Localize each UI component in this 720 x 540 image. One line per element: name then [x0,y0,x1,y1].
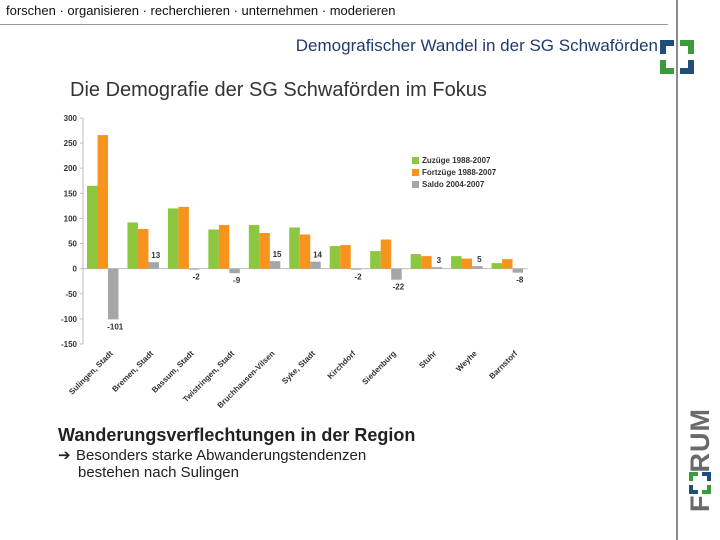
bar-fortzuege [137,228,149,269]
bar-fortzuege [340,245,351,269]
bar-saldo [188,268,200,270]
legend-swatch [412,157,419,164]
bar-zuzuege [248,224,260,269]
forum-logo-o-icon [689,472,711,495]
bar-fortzuege [461,258,473,269]
category-label: Syke, Stadt [280,349,317,386]
bar-fortzuege [299,234,311,269]
forum-logo-icon [660,40,694,74]
y-tick-label: 0 [73,265,78,274]
vertical-divider [676,0,678,540]
y-tick-label: 100 [64,214,78,223]
y-tick-label: 50 [68,240,77,249]
bar-zuzuege [87,185,98,269]
saldo-data-label: 3 [437,256,442,265]
slide-subtitle: Demografischer Wandel in der SG Schwaför… [295,36,658,55]
y-tick-label: 200 [64,164,78,173]
bar-saldo [148,262,159,269]
bar-saldo [310,261,321,269]
saldo-data-label: -22 [393,283,405,292]
bar-zuzuege [127,222,138,269]
bar-zuzuege [289,227,300,269]
saldo-data-label: -9 [233,276,241,285]
legend-label: Fortzüge 1988-2007 [422,168,497,177]
header-divider [0,24,668,25]
bar-saldo [472,266,483,269]
bar-zuzuege [208,229,219,269]
forum-logo-text-start: F [685,494,715,513]
forum-logo: F RUM [683,400,717,512]
category-label: Siedenburg [360,349,398,387]
bar-zuzuege [167,208,179,269]
legend-label: Saldo 2004-2007 [422,180,485,189]
bar-zuzuege [491,263,503,269]
bar-fortzuege [421,256,432,269]
bar-fortzuege [502,259,513,269]
bar-zuzuege [329,246,341,269]
header-tagline: forschen · organisieren · recherchieren … [6,3,396,18]
arrow-right-icon: ➔ [58,447,71,464]
bullet-text-line1: Besonders starke Abwanderungstendenzen [76,447,367,464]
saldo-data-label: -101 [107,322,124,331]
bullet-text-line2: bestehen nach Sulingen [78,464,239,481]
saldo-data-label: -8 [516,276,524,285]
y-tick-label: -100 [61,315,78,324]
bar-saldo [229,268,240,274]
legend-label: Zuzüge 1988-2007 [422,156,491,165]
category-label: Barnstorf [487,349,519,381]
slide-title: Die Demografie der SG Schwaförden im Fok… [70,79,487,101]
bar-zuzuege [370,251,381,269]
y-tick-label: 250 [64,139,78,148]
category-label: Kirchdorf [326,349,358,381]
bar-zuzuege [410,254,422,269]
bar-saldo [269,261,281,269]
bar-fortzuege [97,135,108,269]
saldo-data-label: 14 [313,251,322,260]
bar-saldo [350,268,362,270]
y-tick-label: -50 [65,290,77,299]
y-tick-label: -150 [61,340,78,349]
legend-swatch [412,169,419,176]
bar-fortzuege [178,206,189,269]
migration-bar-chart: 300 250 200 150 100 50 0 -50 -100 -150 -101 Sulinge… [61,114,528,410]
bullet-point: ➔ Besonders starke Abwanderungstendenzen … [58,447,366,481]
bar-saldo [108,268,119,320]
category-label: Weyhe [454,349,479,374]
y-tick-label: 300 [64,114,78,123]
saldo-data-label: -2 [193,273,201,282]
category-label: Sulingen, Stadt [67,349,115,397]
category-label: Bassum, Stadt [150,349,196,395]
category-label: Bremen, Stadt [110,349,155,394]
saldo-data-label: 5 [477,255,482,264]
bar-fortzuege [218,224,230,269]
bar-saldo [431,267,443,269]
saldo-data-label: 13 [151,251,160,260]
saldo-data-label: 15 [273,250,282,259]
section-title: Wanderungsverflechtungen in der Region [58,425,416,445]
legend-swatch [412,181,419,188]
saldo-data-label: -2 [354,273,362,282]
y-tick-label: 150 [64,189,78,198]
forum-logo-text-end: RUM [685,408,715,473]
bar-saldo [391,268,402,280]
bar-saldo [512,268,524,273]
bar-fortzuege [380,239,392,269]
bar-fortzuege [259,233,270,269]
bar-zuzuege [451,256,462,269]
category-label: Stuhr [417,349,438,370]
